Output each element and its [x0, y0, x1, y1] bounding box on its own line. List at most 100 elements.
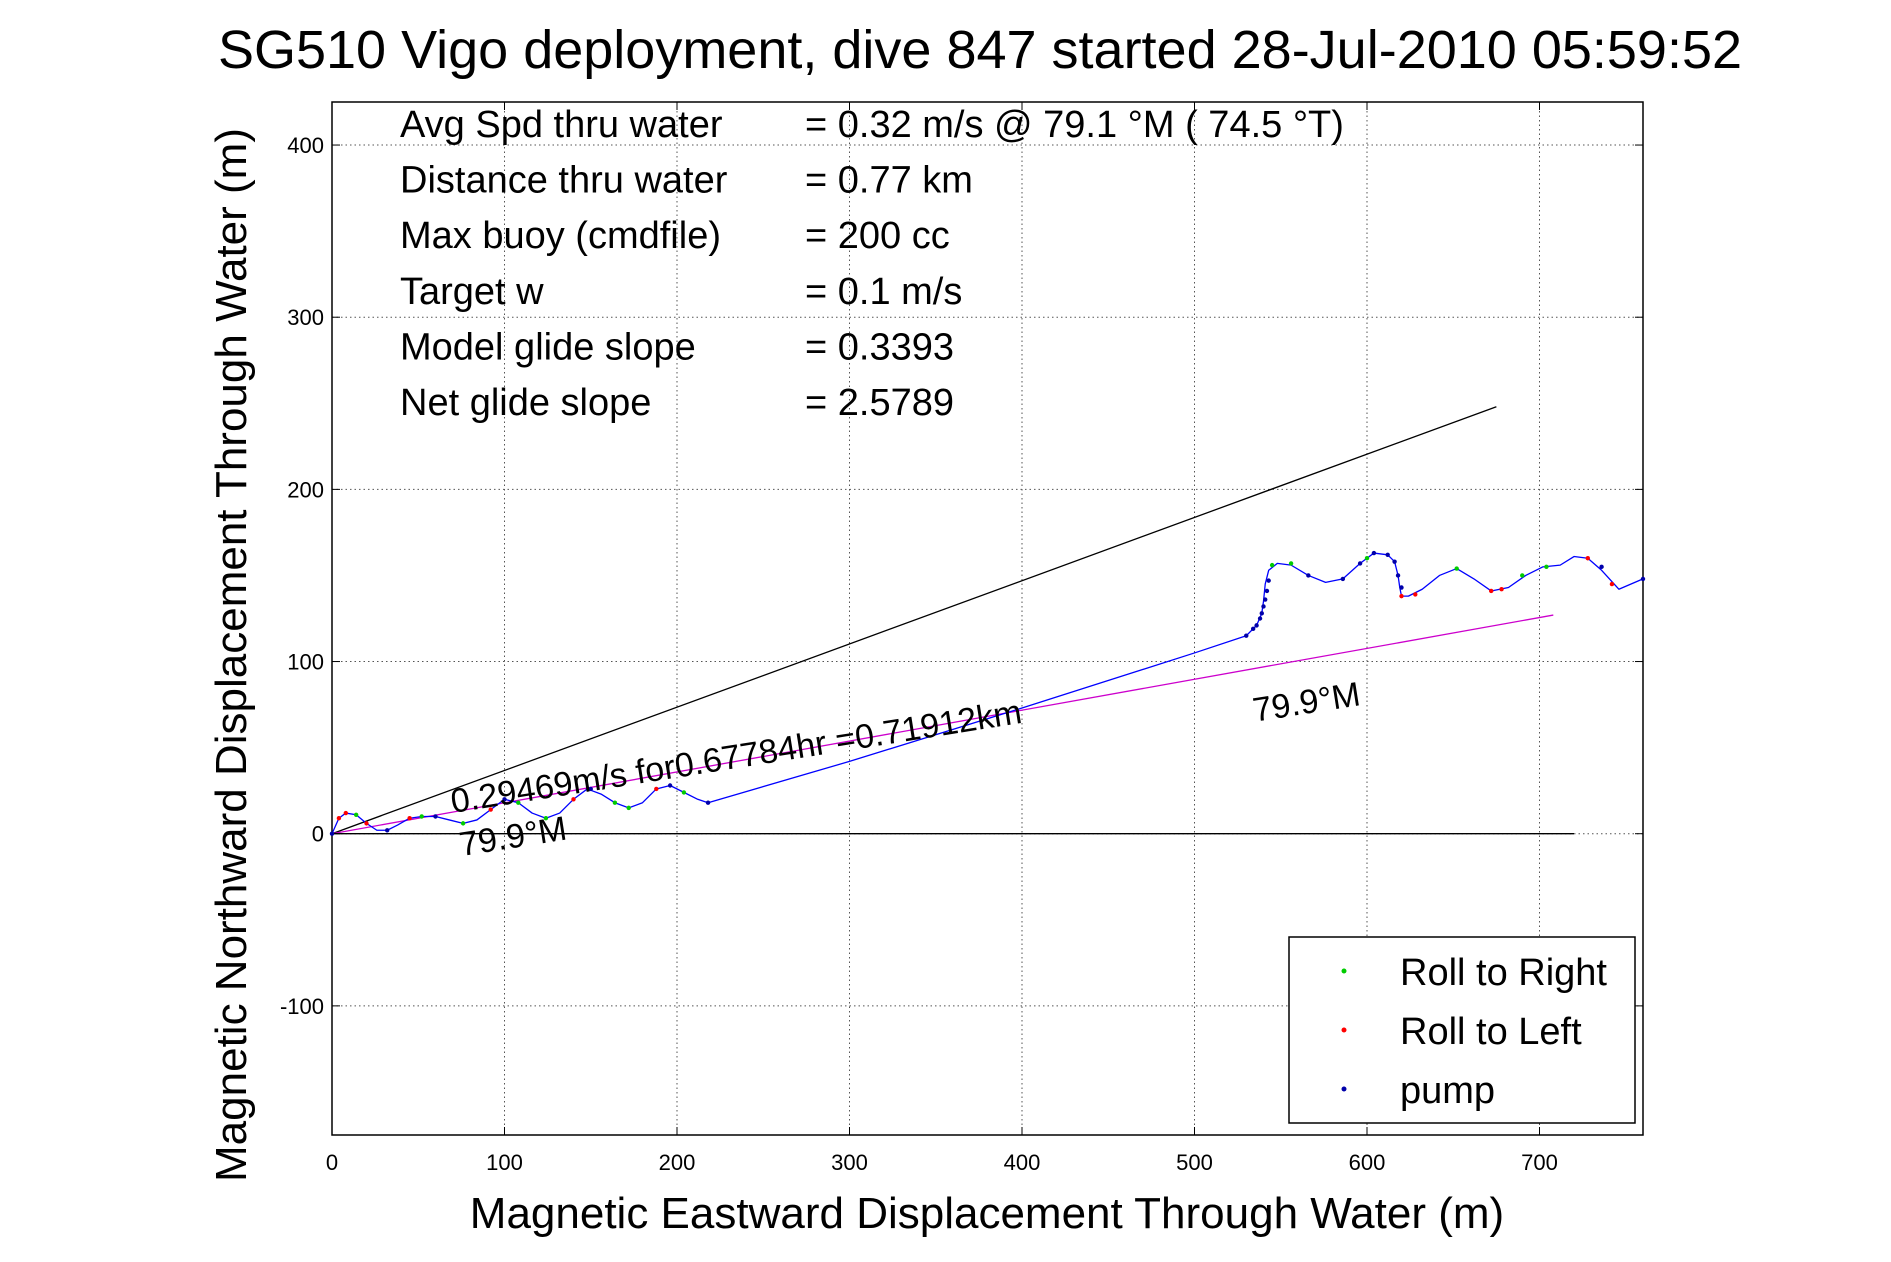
marker-pump [1371, 550, 1377, 556]
marker-pump [588, 786, 593, 792]
legend-label: Roll to Right [1400, 952, 1607, 994]
marker-pump [1264, 588, 1270, 594]
reference-lines [331, 406, 1574, 835]
legend: Roll to Right Roll to Left pump [1288, 936, 1636, 1124]
info-label: Target w [400, 271, 544, 313]
marker-roll-to-left [364, 821, 369, 826]
x-tick-label: 500 [1176, 1150, 1213, 1175]
marker-roll-to-left [1609, 581, 1615, 587]
info-label: Model glide slope [400, 326, 696, 368]
marker-pump [1399, 585, 1404, 590]
x-tick-label: 400 [1004, 1150, 1041, 1175]
info-label: Avg Spd thru water [400, 104, 723, 146]
marker-roll-to-left [1585, 556, 1591, 561]
marker-pump [1257, 616, 1263, 621]
marker-pump [1640, 576, 1646, 582]
annotation-1: 0.29469m/s for0.67784hr =0.71912km [448, 693, 1024, 821]
info-label: Net glide slope [400, 382, 651, 424]
y-tick-label: -100 [280, 994, 324, 1019]
reference-line-2 [331, 614, 1554, 835]
plot-frame [331, 101, 1644, 1136]
marker-roll-to-left [654, 786, 659, 792]
x-tick-label: 200 [659, 1150, 696, 1175]
x-tick-label: 300 [831, 1150, 868, 1175]
marker-roll-to-right [460, 821, 466, 826]
marker-roll-to-left [343, 810, 348, 816]
legend-marker [1341, 1086, 1347, 1092]
info-value: = 0.77 km [805, 160, 973, 202]
marker-pump [1263, 597, 1268, 602]
marker-roll-to-left [488, 807, 493, 812]
marker-pump [1306, 573, 1311, 578]
info-value: = 0.32 m/s @ 79.1 °M ( 74.5 °T) [805, 104, 1344, 146]
marker-roll-to-right [1364, 556, 1370, 561]
y-tick-label: 400 [287, 133, 324, 158]
marker-pump [1244, 633, 1249, 638]
track-markers [329, 550, 1646, 836]
legend-label: pump [1400, 1070, 1495, 1112]
marker-roll-to-left [407, 816, 412, 821]
marker-pump [502, 797, 507, 802]
marker-roll-to-right [1544, 564, 1549, 570]
info-label: Max buoy (cmdfile) [400, 215, 721, 257]
legend-box [1288, 936, 1636, 1124]
legend-marker [1341, 1027, 1347, 1033]
marker-pump [1266, 578, 1271, 583]
info-value: = 0.1 m/s [805, 271, 962, 313]
marker-roll-to-right [516, 800, 521, 805]
chart-title: SG510 Vigo deployment, dive 847 started … [218, 20, 1742, 80]
marker-pump [1250, 626, 1256, 632]
y-tick-label: 200 [287, 477, 324, 502]
x-axis-label: Magnetic Eastward Displacement Through W… [470, 1189, 1504, 1238]
x-tick-label: 0 [326, 1150, 338, 1175]
info-value: = 0.3393 [805, 326, 954, 368]
marker-roll-to-left [1489, 588, 1494, 594]
marker-pump [1340, 576, 1346, 582]
annotations: 0.29469m/s for0.67784hr =0.71912km 79.9°M… [448, 675, 1363, 864]
marker-pump [385, 828, 390, 833]
marker-roll-to-left [1399, 593, 1404, 599]
marker-pump [1395, 573, 1401, 578]
y-axis-label: Magnetic Northward Displacement Through … [207, 128, 256, 1182]
axis-ticks: 0 100 200 300 400 500 600 700 -100 0 100 200 300 400 [280, 102, 1643, 1175]
marker-roll-to-right [353, 812, 359, 817]
marker-roll-to-right [612, 800, 618, 805]
marker-roll-to-right [1454, 566, 1459, 571]
marker-roll-to-left [1413, 592, 1418, 597]
info-value: = 200 cc [805, 215, 950, 257]
marker-roll-to-right [543, 816, 549, 821]
legend-label: Roll to Left [1400, 1011, 1582, 1053]
y-tick-label: 0 [312, 822, 324, 847]
annotation-3: 79.9°M [1250, 675, 1363, 729]
marker-pump [667, 783, 673, 788]
marker-roll-to-left [571, 797, 576, 802]
info-label: Distance thru water [400, 160, 728, 202]
reference-line-1 [331, 406, 1497, 835]
info-panel: Avg Spd thru water = 0.32 m/s @ 79.1 °M (… [400, 104, 1344, 424]
marker-roll-to-right [626, 805, 631, 811]
marker-pump [1261, 604, 1266, 609]
marker-pump [1392, 559, 1397, 564]
legend-marker [1341, 968, 1347, 974]
x-tick-label: 100 [486, 1150, 523, 1175]
y-tick-label: 300 [287, 305, 324, 330]
marker-roll-to-left [1499, 587, 1504, 592]
marker-roll-to-right [419, 814, 424, 819]
marker-roll-to-right [681, 790, 687, 795]
marker-roll-to-right [1520, 573, 1525, 578]
marker-pump [1254, 623, 1259, 628]
marker-pump [1385, 552, 1390, 557]
marker-roll-to-right [1269, 562, 1275, 568]
marker-roll-to-right [1288, 561, 1294, 566]
marker-pump [1599, 564, 1604, 570]
info-value: = 2.5789 [805, 382, 954, 424]
marker-pump [433, 814, 438, 819]
y-tick-label: 100 [287, 650, 324, 675]
marker-pump [1357, 561, 1363, 566]
x-tick-label: 700 [1521, 1150, 1558, 1175]
x-tick-label: 600 [1349, 1150, 1386, 1175]
marker-pump [705, 800, 711, 805]
marker-pump [329, 831, 335, 836]
marker-roll-to-left [336, 816, 342, 821]
